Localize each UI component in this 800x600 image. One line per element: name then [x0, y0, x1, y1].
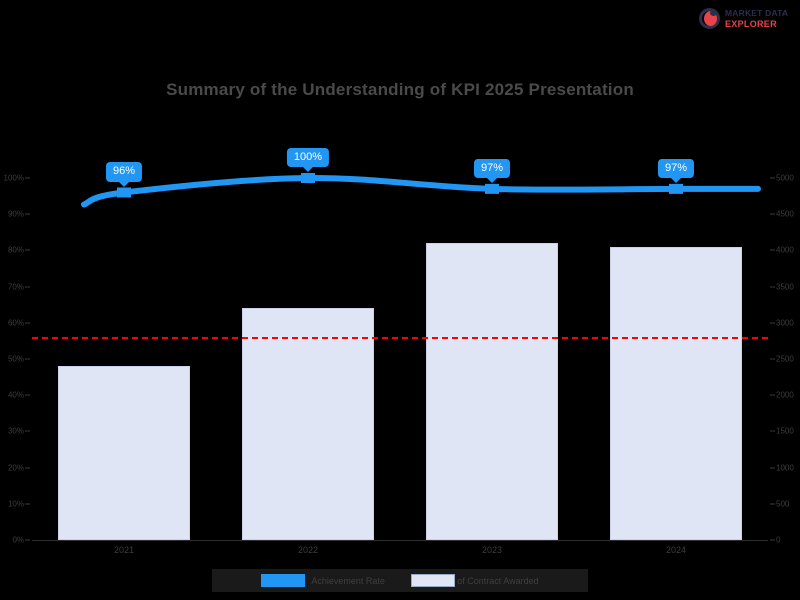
- data-label: 96%: [105, 162, 143, 187]
- chart-title: Summary of the Understanding of KPI 2025…: [166, 80, 634, 99]
- y-axis-right-tick: 4500: [776, 209, 794, 219]
- y-axis-right-tick: 3000: [776, 318, 794, 328]
- axis-tick-mark: [25, 213, 30, 215]
- legend-label-line: Achievement Rate: [311, 575, 385, 586]
- bar[interactable]: [609, 246, 743, 540]
- axis-tick-mark: [25, 503, 30, 505]
- target-reference-line: [32, 337, 768, 340]
- axis-tick-mark: [770, 213, 775, 215]
- y-axis-right-tick: 5000: [776, 173, 794, 183]
- axis-tick-mark: [25, 467, 30, 469]
- axis-tick-mark: [25, 394, 30, 396]
- legend-swatch-bar: [410, 574, 455, 587]
- axis-tick-mark: [25, 286, 30, 288]
- callout-tail-icon: [302, 167, 313, 173]
- y-axis-left-tick: 80%: [7, 245, 24, 255]
- callout-tail-icon: [487, 177, 497, 183]
- x-axis-line: [32, 540, 768, 541]
- y-axis-right-tick: 1000: [776, 463, 794, 473]
- y-axis-left-tick: 40%: [7, 390, 24, 400]
- brand-logo-line2: EXPLORER: [725, 18, 777, 29]
- axis-tick-mark: [770, 394, 775, 396]
- bar[interactable]: [241, 308, 375, 540]
- legend-label-bar: Total Value of Contract Awarded: [410, 575, 539, 586]
- axis-tick-mark: [25, 539, 30, 541]
- y-axis-left-tick: 100%: [3, 173, 24, 183]
- y-axis-right: 5000 4500 4000 3500 3000 2500 2000 1500 1000 500 0: [770, 174, 800, 545]
- y-axis-right-tick: 4000: [776, 245, 794, 255]
- data-label: 97%: [657, 158, 695, 183]
- axis-tick-mark: [770, 467, 775, 469]
- data-label: 97%: [473, 158, 511, 183]
- axis-tick-mark: [770, 503, 775, 505]
- x-axis-tick-label: 2022: [297, 545, 319, 555]
- axis-tick-mark: [770, 430, 775, 432]
- callout-tail-icon: [119, 181, 129, 187]
- y-axis-left-tick: 30%: [7, 426, 24, 436]
- brand-logo-text: MARKET DATA EXPLORER: [725, 9, 788, 29]
- y-axis-left-tick: 50%: [7, 354, 24, 364]
- bar[interactable]: [57, 366, 191, 540]
- x-axis-tick-label: 2024: [665, 545, 687, 555]
- x-axis-tick-label: 2021: [113, 545, 135, 555]
- y-axis-right-tick: 1500: [776, 426, 794, 436]
- globe-pin-icon: [698, 7, 722, 31]
- legend-item-bar[interactable]: Total Value of Contract Awarded: [410, 574, 539, 587]
- axis-tick-mark: [25, 430, 30, 432]
- chart-legend: Achievement Rate Total Value of Contract…: [212, 569, 588, 592]
- bar[interactable]: [425, 243, 559, 540]
- axis-tick-mark: [25, 249, 30, 251]
- y-axis-right-tick: 0: [776, 535, 781, 545]
- y-axis-left-tick: 60%: [7, 318, 24, 328]
- y-axis-right-tick: 2500: [776, 354, 794, 364]
- axis-tick-mark: [770, 249, 775, 251]
- y-axis-right-tick: 500: [776, 499, 790, 509]
- y-axis-right-tick: 2000: [776, 390, 794, 400]
- axis-tick-mark: [770, 539, 775, 541]
- legend-item-line[interactable]: Achievement Rate: [261, 574, 385, 587]
- x-axis-tick-label: 2023: [481, 545, 503, 555]
- y-axis-right-tick: 3500: [776, 282, 794, 292]
- y-axis-left-tick: 90%: [7, 209, 24, 219]
- brand-logo-line1: MARKET DATA: [725, 8, 789, 19]
- legend-swatch-line: [261, 574, 306, 587]
- y-axis-left: 100% 90% 80% 70% 60% 50% 40% 30% 20% 10% 0%: [0, 174, 30, 545]
- axis-tick-mark: [770, 358, 775, 360]
- axis-tick-mark: [25, 177, 30, 179]
- data-label: 100%: [286, 148, 330, 173]
- axis-tick-mark: [25, 322, 30, 324]
- axis-tick-mark: [770, 286, 775, 288]
- y-axis-left-tick: 20%: [7, 463, 24, 473]
- axis-tick-mark: [770, 322, 775, 324]
- brand-logo: MARKET DATA EXPLORER: [698, 4, 794, 34]
- y-axis-left-tick: 0%: [12, 535, 24, 545]
- axis-tick-mark: [25, 358, 30, 360]
- callout-tail-icon: [671, 177, 681, 183]
- y-axis-left-tick: 70%: [7, 282, 24, 292]
- y-axis-left-tick: 10%: [7, 499, 24, 509]
- axis-tick-mark: [770, 177, 775, 179]
